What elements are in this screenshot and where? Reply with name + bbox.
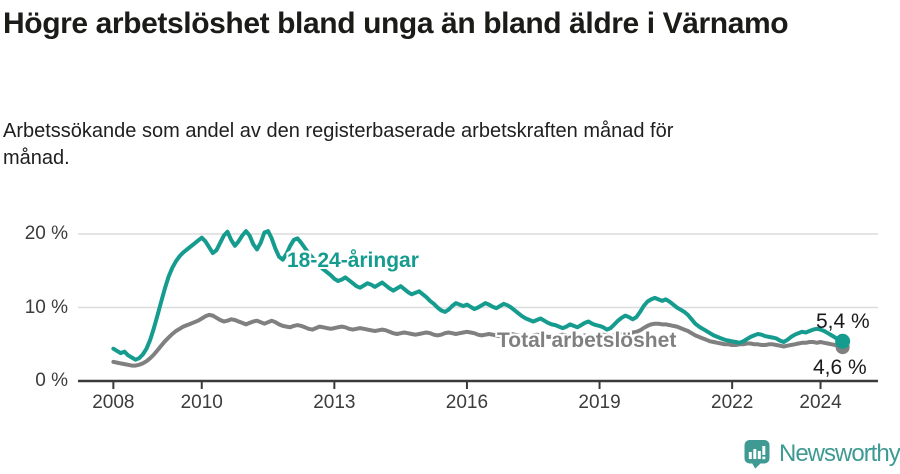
end-value-label-18-24: 5,4 %: [816, 310, 870, 333]
series-label-18-24: 18-24-åringar: [287, 249, 419, 272]
series-line-total: [111, 312, 845, 368]
y-tick-label: 20 %: [24, 223, 68, 244]
x-tick-label: 2010: [180, 392, 223, 413]
line-chart: [78, 229, 878, 389]
series-label-total: Total arbetslöshet: [497, 329, 677, 352]
x-tick-label: 2008: [92, 392, 135, 413]
newsworthy-logo-icon: [744, 440, 770, 469]
y-tick-label: 0 %: [35, 370, 68, 391]
end-dot-young: [835, 333, 851, 349]
x-tick-label: 2019: [578, 392, 621, 413]
x-tick-label: 2022: [711, 392, 754, 413]
series-line-young: [111, 229, 845, 362]
x-tick-label: 2016: [445, 392, 489, 413]
page-subtitle: Arbetssökande som andel av den registerb…: [3, 120, 674, 169]
brand-name: Newsworthy: [779, 440, 900, 467]
page-title: Högre arbetslöshet bland unga än bland ä…: [3, 7, 789, 40]
y-tick-label: 10 %: [24, 296, 68, 318]
x-tick-label: 2024: [799, 392, 842, 413]
end-value-label-total: 4,6 %: [813, 356, 867, 379]
x-tick-label: 2013: [313, 392, 356, 413]
brand-footer[interactable]: Newsworthy: [744, 439, 900, 469]
